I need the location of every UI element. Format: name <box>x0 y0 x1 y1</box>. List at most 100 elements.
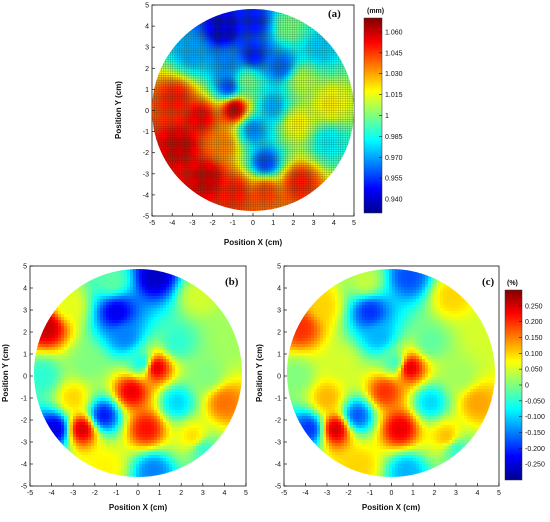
heat-cell <box>224 53 228 56</box>
heat-cell <box>264 121 267 124</box>
heat-cell <box>299 75 302 78</box>
heat-cell <box>336 81 340 85</box>
heat-cell <box>317 79 320 82</box>
heat-cell <box>266 127 269 131</box>
heat-cell <box>246 26 250 30</box>
heat-cell <box>187 127 190 131</box>
heat-cell <box>191 112 195 115</box>
heat-cell <box>202 92 206 96</box>
heat-cell <box>209 57 212 60</box>
heat-cell <box>244 44 247 47</box>
heat-cell <box>211 46 214 49</box>
heat-cell <box>174 59 177 63</box>
heat-cell <box>292 75 296 78</box>
heat-cell <box>152 119 155 122</box>
heat-cell <box>314 79 318 82</box>
heat-cell <box>255 81 258 85</box>
heat-cell <box>215 121 219 124</box>
heat-cell <box>218 17 221 21</box>
heat-cell <box>193 132 197 135</box>
heat-cell <box>251 42 254 45</box>
heat-cell <box>251 64 254 67</box>
heat-cell <box>218 143 221 146</box>
heat-cell <box>323 99 327 102</box>
heat-cell <box>259 77 263 80</box>
heat-cell <box>336 92 340 96</box>
heat-cell <box>218 119 221 122</box>
heat-cell <box>209 123 212 126</box>
heat-cell <box>248 57 252 60</box>
heat-cell <box>224 99 228 102</box>
heat-cell <box>193 125 197 129</box>
heat-cell <box>191 48 195 52</box>
heat-cell <box>174 44 177 47</box>
heat-cell <box>262 26 265 30</box>
heat-cell <box>251 26 254 30</box>
heat-cell <box>242 28 245 32</box>
heat-cell <box>259 94 263 98</box>
heat-cell <box>167 125 170 129</box>
heat-cell <box>244 70 247 74</box>
heat-cell <box>196 48 199 52</box>
heat-cell <box>262 57 265 60</box>
heat-cell <box>237 101 241 104</box>
heat-cell <box>312 79 316 82</box>
heat-cell <box>319 50 322 54</box>
heat-cell <box>211 79 214 82</box>
heat-cell <box>253 119 256 122</box>
heat-cell <box>156 108 159 111</box>
heat-cell <box>310 99 313 102</box>
heat-cell <box>297 79 300 82</box>
heat-cell <box>165 81 168 85</box>
heat-cell <box>244 121 247 124</box>
heat-cell <box>268 79 272 82</box>
heat-cell <box>198 101 201 104</box>
heat-cell <box>290 75 294 78</box>
heat-cell <box>310 119 313 122</box>
heat-cell <box>237 105 241 109</box>
heat-cell <box>246 64 250 67</box>
heat-cell <box>290 15 294 19</box>
heat-cell <box>321 92 324 96</box>
heat-cell <box>290 13 294 16</box>
heat-cell <box>259 105 263 109</box>
heat-cell <box>317 61 320 65</box>
heat-cell <box>347 108 351 111</box>
heat-cell <box>211 68 214 71</box>
heat-cell <box>165 130 168 133</box>
heat-cell <box>303 20 307 23</box>
heat-cell <box>314 72 318 76</box>
heat-cell <box>200 72 203 76</box>
heat-cell <box>275 97 278 100</box>
heat-cell <box>215 81 219 85</box>
heat-cell <box>257 103 261 107</box>
heat-cell <box>290 81 294 85</box>
heat-cell <box>167 68 170 71</box>
heat-cell <box>222 22 225 25</box>
heat-cell <box>174 72 177 76</box>
heat-cell <box>242 42 245 45</box>
heat-cell <box>185 59 188 63</box>
heat-cell <box>303 75 307 78</box>
heat-cell <box>251 31 254 34</box>
heat-cell <box>264 103 267 107</box>
heat-cell <box>213 132 217 135</box>
heat-cell <box>237 112 241 115</box>
heat-cell <box>211 114 214 118</box>
heat-cell <box>165 121 168 124</box>
heat-cell <box>336 112 340 115</box>
heat-cell <box>163 101 166 104</box>
heat-cell <box>308 70 311 74</box>
heat-cell <box>222 92 225 96</box>
heat-cell <box>257 114 261 118</box>
heat-cell <box>253 99 256 102</box>
heat-cell <box>323 127 327 131</box>
heat-cell <box>242 61 245 65</box>
heat-cell <box>275 145 278 148</box>
heat-cell <box>198 110 201 113</box>
heat-cell <box>189 66 192 69</box>
heat-cell <box>226 9 230 12</box>
heat-cell <box>242 72 245 76</box>
heat-cell <box>352 121 354 124</box>
heat-cell <box>308 24 311 27</box>
